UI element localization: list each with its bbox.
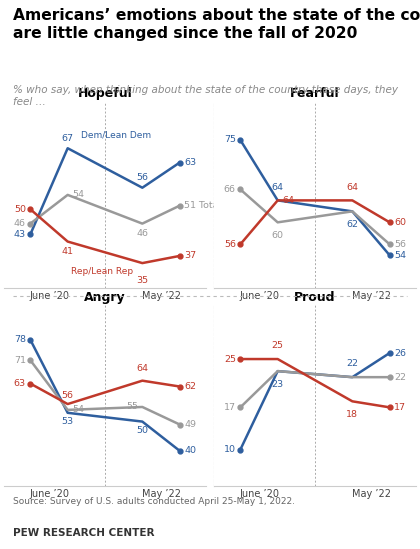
Title: Proud: Proud	[294, 290, 336, 304]
Text: 71: 71	[14, 356, 26, 365]
Text: 35: 35	[136, 276, 148, 285]
Text: 49: 49	[184, 420, 196, 429]
Text: 22: 22	[346, 359, 358, 368]
Text: 25: 25	[272, 341, 284, 350]
Text: 63: 63	[184, 158, 196, 167]
Text: 54: 54	[72, 405, 84, 414]
Text: 51 Total: 51 Total	[184, 201, 221, 210]
Title: Hopeful: Hopeful	[78, 87, 132, 100]
Text: 54: 54	[394, 251, 406, 260]
Text: 56: 56	[394, 240, 406, 249]
Text: Rep/Lean Rep: Rep/Lean Rep	[71, 267, 134, 276]
Text: 26: 26	[394, 349, 406, 357]
Text: Source: Survey of U.S. adults conducted April 25-May 1, 2022.: Source: Survey of U.S. adults conducted …	[13, 497, 294, 506]
Text: 43: 43	[14, 230, 26, 239]
Text: 54: 54	[72, 191, 84, 199]
Text: 62: 62	[346, 220, 358, 228]
Text: 75: 75	[224, 136, 236, 144]
Text: 18: 18	[346, 411, 358, 419]
Text: PEW RESEARCH CENTER: PEW RESEARCH CENTER	[13, 528, 154, 538]
Text: 22: 22	[394, 373, 406, 382]
Text: 64: 64	[136, 365, 148, 373]
Text: Dem/Lean Dem: Dem/Lean Dem	[81, 130, 151, 139]
Title: Fearful: Fearful	[290, 87, 340, 100]
Text: % who say, when thinking about the state of the country these days, they
feel …: % who say, when thinking about the state…	[13, 85, 398, 108]
Text: 10: 10	[224, 445, 236, 454]
Text: 78: 78	[14, 335, 26, 344]
Text: 56: 56	[224, 240, 236, 249]
Text: 25: 25	[224, 355, 236, 363]
Text: 64: 64	[346, 183, 358, 192]
Title: Angry: Angry	[84, 290, 126, 304]
Text: 40: 40	[184, 446, 196, 455]
Text: 17: 17	[224, 403, 236, 412]
Text: 56: 56	[62, 391, 74, 400]
Text: 60: 60	[394, 218, 406, 227]
Text: 46: 46	[14, 219, 26, 228]
Text: 37: 37	[184, 251, 196, 260]
Text: 23: 23	[272, 380, 284, 389]
Text: 56: 56	[136, 173, 148, 182]
Text: 50: 50	[14, 205, 26, 214]
Text: 62: 62	[184, 382, 196, 391]
Text: 53: 53	[62, 417, 74, 426]
Text: 46: 46	[136, 229, 148, 238]
Text: 55: 55	[126, 402, 138, 411]
Text: Americans’ emotions about the state of the country
are little changed since the : Americans’ emotions about the state of t…	[13, 8, 420, 41]
Text: 17: 17	[394, 403, 406, 412]
Text: 63: 63	[14, 379, 26, 388]
Text: 41: 41	[62, 247, 74, 256]
Text: 66: 66	[224, 185, 236, 194]
Text: 60: 60	[272, 231, 284, 239]
Text: 64: 64	[282, 196, 294, 205]
Text: 67: 67	[62, 134, 74, 143]
Text: 50: 50	[136, 426, 148, 435]
Text: 64: 64	[272, 183, 284, 192]
